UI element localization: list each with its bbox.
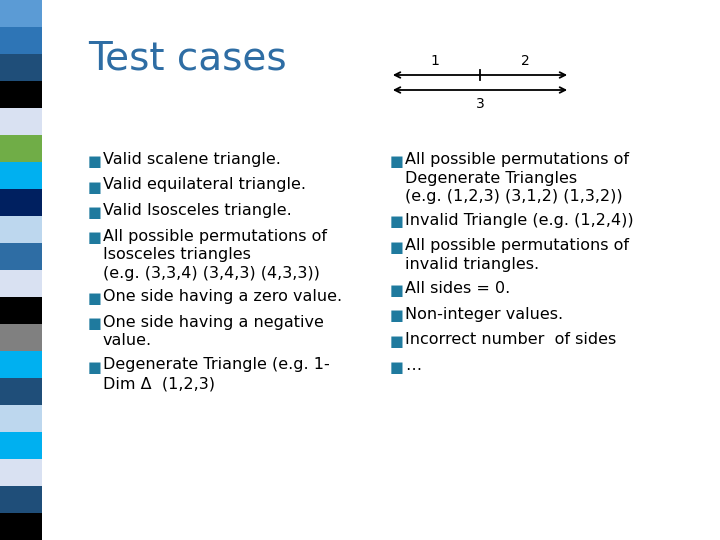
Text: One side having a negative
value.: One side having a negative value. bbox=[103, 314, 324, 348]
Text: ■: ■ bbox=[390, 240, 404, 255]
Text: Valid equilateral triangle.: Valid equilateral triangle. bbox=[103, 178, 306, 192]
Bar bbox=[0, 54, 42, 81]
Text: Test cases: Test cases bbox=[88, 40, 287, 78]
Bar bbox=[0, 486, 42, 513]
Text: All possible permutations of
Isosceles triangles
(e.g. (3,3,4) (3,4,3) (4,3,3)): All possible permutations of Isosceles t… bbox=[103, 228, 327, 281]
Text: Valid scalene triangle.: Valid scalene triangle. bbox=[103, 152, 281, 167]
Bar bbox=[0, 162, 42, 189]
Text: ■: ■ bbox=[390, 308, 404, 323]
Text: ■: ■ bbox=[88, 360, 102, 375]
Bar bbox=[0, 297, 42, 324]
Bar bbox=[0, 216, 42, 243]
Text: ■: ■ bbox=[88, 205, 102, 220]
Text: ■: ■ bbox=[88, 316, 102, 332]
Text: ■: ■ bbox=[390, 154, 404, 169]
Bar bbox=[0, 432, 42, 459]
Bar bbox=[0, 378, 42, 405]
Text: Incorrect number  of sides: Incorrect number of sides bbox=[405, 332, 616, 347]
Text: Degenerate Triangle (e.g. 1-
Dim Δ  (1,2,3): Degenerate Triangle (e.g. 1- Dim Δ (1,2,… bbox=[103, 357, 330, 391]
Bar bbox=[0, 270, 42, 297]
Text: All possible permutations of
invalid triangles.: All possible permutations of invalid tri… bbox=[405, 238, 629, 272]
Bar bbox=[0, 324, 42, 351]
Bar bbox=[0, 135, 42, 162]
Text: ■: ■ bbox=[88, 179, 102, 194]
Bar bbox=[0, 513, 42, 540]
Text: ■: ■ bbox=[390, 334, 404, 349]
Text: Valid Isosceles triangle.: Valid Isosceles triangle. bbox=[103, 203, 292, 218]
Text: ■: ■ bbox=[88, 231, 102, 246]
Text: 3: 3 bbox=[476, 97, 485, 111]
Bar bbox=[0, 351, 42, 378]
Text: 2: 2 bbox=[521, 54, 529, 68]
Text: 1: 1 bbox=[431, 54, 439, 68]
Text: Invalid Triangle (e.g. (1,2,4)): Invalid Triangle (e.g. (1,2,4)) bbox=[405, 213, 634, 227]
Text: Non-integer values.: Non-integer values. bbox=[405, 307, 563, 321]
Text: ■: ■ bbox=[88, 291, 102, 306]
Text: …: … bbox=[405, 357, 421, 373]
Text: ■: ■ bbox=[88, 154, 102, 169]
Text: ■: ■ bbox=[390, 214, 404, 230]
Bar bbox=[0, 27, 42, 54]
Bar bbox=[0, 243, 42, 270]
Bar bbox=[0, 108, 42, 135]
Bar bbox=[0, 189, 42, 216]
Text: ■: ■ bbox=[390, 360, 404, 375]
Text: ■: ■ bbox=[390, 283, 404, 298]
Text: One side having a zero value.: One side having a zero value. bbox=[103, 289, 342, 304]
Bar bbox=[0, 405, 42, 432]
Bar bbox=[0, 81, 42, 108]
Bar bbox=[0, 459, 42, 486]
Text: All possible permutations of
Degenerate Triangles
(e.g. (1,2,3) (3,1,2) (1,3,2)): All possible permutations of Degenerate … bbox=[405, 152, 629, 204]
Text: All sides = 0.: All sides = 0. bbox=[405, 281, 510, 296]
Bar bbox=[0, 0, 42, 27]
